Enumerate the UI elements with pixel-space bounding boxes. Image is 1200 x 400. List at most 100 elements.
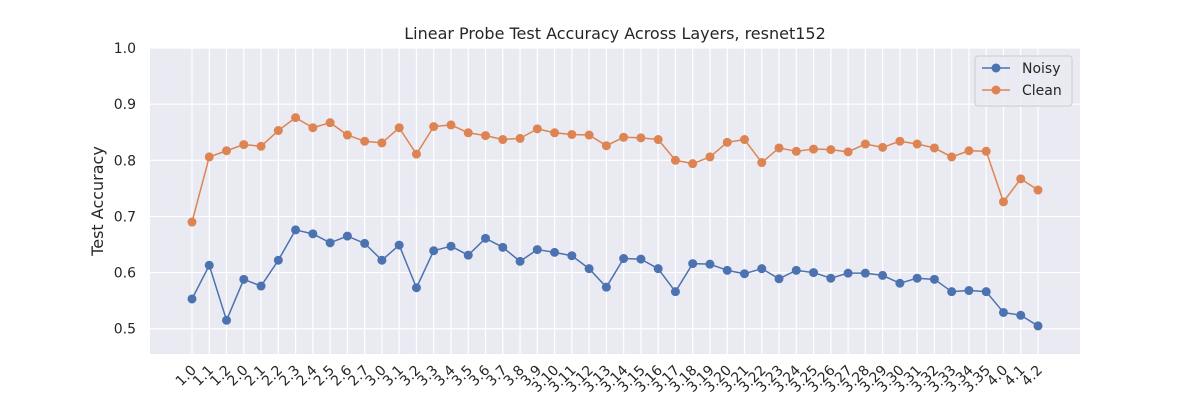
data-point <box>947 287 957 297</box>
data-point <box>532 124 542 134</box>
data-point <box>498 242 508 252</box>
data-point <box>998 197 1008 207</box>
data-point <box>204 260 214 270</box>
chart-title: Linear Probe Test Accuracy Across Layers… <box>404 24 826 43</box>
data-point <box>653 135 663 145</box>
data-point <box>273 255 283 265</box>
series-layer <box>187 113 1043 331</box>
data-point <box>601 282 611 292</box>
data-point <box>826 273 836 283</box>
data-point <box>705 152 715 162</box>
data-point <box>1033 321 1043 331</box>
data-point <box>411 283 421 293</box>
data-point <box>757 158 767 168</box>
data-point <box>291 225 301 235</box>
y-axis-label: Test Accuracy <box>88 146 107 257</box>
data-point <box>912 273 922 283</box>
data-point <box>222 315 232 325</box>
data-point <box>791 265 801 275</box>
data-point <box>774 274 784 284</box>
data-point <box>187 217 197 227</box>
legend-item-clean: Clean <box>982 83 1062 99</box>
x-tick-label: 4.2 <box>1019 363 1046 390</box>
data-point <box>1016 174 1026 184</box>
data-point <box>809 268 819 278</box>
data-point <box>929 274 939 284</box>
data-point <box>360 238 370 248</box>
data-point <box>619 254 629 264</box>
legend-label: Noisy <box>1022 61 1061 77</box>
data-point <box>688 259 698 269</box>
data-point <box>981 287 991 297</box>
data-point <box>774 143 784 153</box>
data-point <box>308 229 318 239</box>
data-point <box>394 123 404 133</box>
series-clean <box>187 113 1043 227</box>
data-point <box>1033 185 1043 195</box>
data-point <box>550 247 560 257</box>
data-point <box>360 136 370 146</box>
data-point <box>739 269 749 279</box>
data-point <box>481 233 491 243</box>
y-tick-label: 0.8 <box>114 153 136 169</box>
data-point <box>722 265 732 275</box>
grid <box>150 47 1080 354</box>
data-point <box>325 238 335 248</box>
data-point <box>826 145 836 155</box>
data-point <box>394 240 404 250</box>
data-point <box>670 287 680 297</box>
data-point <box>981 146 991 156</box>
data-point <box>878 142 888 152</box>
data-point <box>567 129 577 139</box>
data-point <box>878 270 888 280</box>
data-point <box>791 146 801 156</box>
data-point <box>964 286 974 296</box>
legend-item-noisy: Noisy <box>982 61 1061 77</box>
data-point <box>515 256 525 266</box>
data-point <box>584 130 594 140</box>
data-point <box>809 144 819 154</box>
data-point <box>929 143 939 153</box>
data-point <box>688 159 698 169</box>
data-point <box>860 268 870 278</box>
data-point <box>895 136 905 146</box>
data-point <box>619 132 629 142</box>
data-point <box>446 241 456 251</box>
y-tick-label: 1.0 <box>114 41 136 57</box>
data-point <box>636 133 646 143</box>
data-point <box>584 264 594 274</box>
data-point <box>705 259 715 269</box>
data-point <box>429 122 439 132</box>
data-point <box>532 245 542 255</box>
data-point <box>308 123 318 133</box>
plot-area <box>150 48 1080 354</box>
legend-marker <box>991 63 1001 73</box>
data-point <box>757 264 767 274</box>
data-point <box>550 128 560 138</box>
data-point <box>998 307 1008 317</box>
data-point <box>377 255 387 265</box>
data-point <box>429 246 439 256</box>
data-point <box>515 133 525 143</box>
data-point <box>187 294 197 304</box>
data-point <box>291 113 301 123</box>
data-point <box>239 274 249 284</box>
data-point <box>498 135 508 145</box>
y-tick-labels: 0.5 0.6 0.7 0.8 0.9 1.0 <box>114 41 136 338</box>
data-point <box>843 268 853 278</box>
data-point <box>739 135 749 145</box>
data-point <box>1016 310 1026 320</box>
data-point <box>411 149 421 159</box>
data-point <box>636 254 646 264</box>
data-point <box>463 250 473 260</box>
x-tick-labels: 1.01.11.22.02.12.22.32.42.52.62.73.03.13… <box>173 362 1046 395</box>
y-tick-label: 0.5 <box>114 322 136 338</box>
data-point <box>670 155 680 165</box>
legend: Noisy Clean <box>974 55 1073 107</box>
data-point <box>912 139 922 149</box>
data-point <box>567 251 577 261</box>
data-point <box>342 231 352 241</box>
data-point <box>601 141 611 151</box>
legend-marker <box>991 85 1001 95</box>
data-point <box>860 139 870 149</box>
